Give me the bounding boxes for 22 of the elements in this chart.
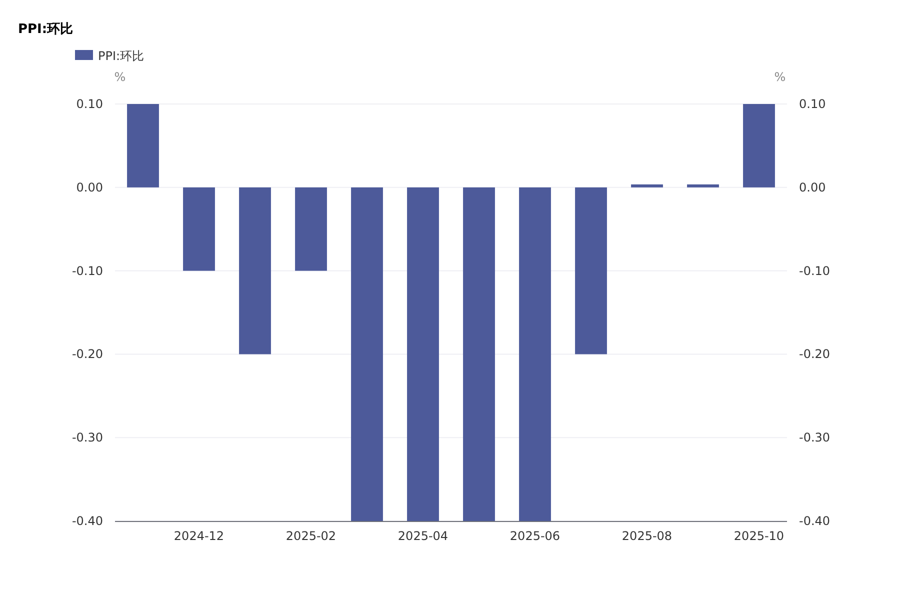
y-tick-label: 0.00 bbox=[76, 180, 103, 194]
x-tick-label: 2024-12 bbox=[174, 529, 224, 543]
y-tick-label: -0.20 bbox=[72, 347, 103, 362]
y2-tick-label: 0.00 bbox=[799, 180, 826, 194]
x-tick-label: 2025-08 bbox=[622, 529, 672, 543]
y-tick-label: -0.30 bbox=[72, 430, 103, 445]
x-tick-label: 2025-10 bbox=[734, 529, 784, 543]
legend-label: PPI:环比 bbox=[98, 49, 144, 63]
y-tick-label: -0.40 bbox=[72, 514, 103, 528]
y-axis-title: % bbox=[114, 70, 126, 84]
y2-tick-label: -0.20 bbox=[799, 347, 830, 362]
y-tick-label: -0.10 bbox=[72, 264, 103, 278]
x-tick-label: 2025-02 bbox=[286, 529, 336, 543]
y2-tick-label: 0.10 bbox=[799, 97, 826, 111]
x-tick-label: 2025-06 bbox=[510, 529, 560, 543]
y2-tick-label: -0.10 bbox=[799, 264, 830, 278]
y2-axis-title: % bbox=[774, 70, 786, 84]
x-tick-label: 2025-04 bbox=[398, 529, 448, 543]
y2-tick-label: -0.40 bbox=[799, 514, 830, 528]
y-tick-label: 0.10 bbox=[76, 97, 103, 111]
y2-tick-label: -0.30 bbox=[799, 430, 830, 445]
chart-title: PPI:环比 bbox=[18, 22, 74, 37]
